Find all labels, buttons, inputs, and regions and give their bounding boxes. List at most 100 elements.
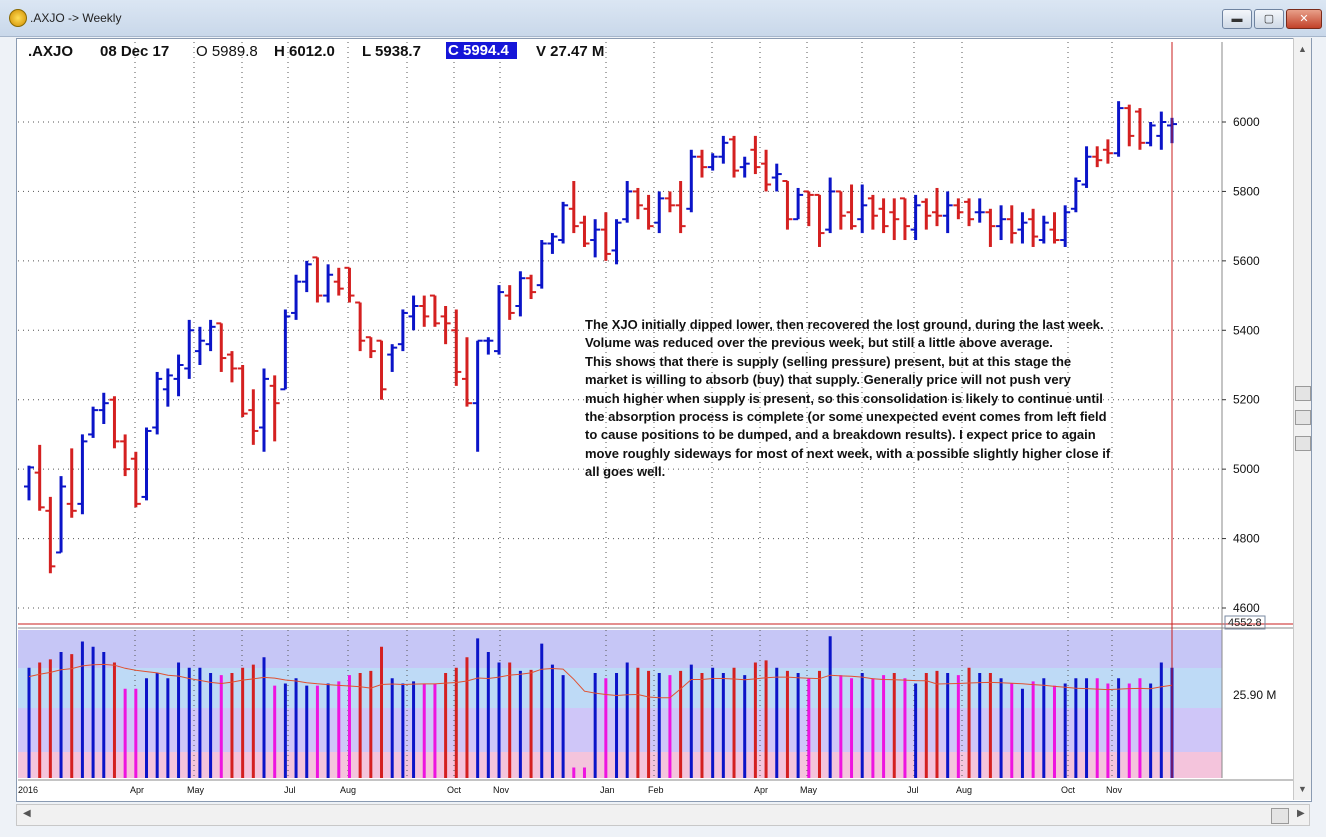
ohlc-bar xyxy=(600,212,611,261)
window-titlebar: .AXJO -> Weekly ▬ ▢ ✕ xyxy=(0,0,1326,37)
ohlc-bar xyxy=(162,368,173,407)
ohlc-bar xyxy=(1102,139,1113,164)
ohlc-bar xyxy=(451,309,462,386)
ohlc-bar xyxy=(280,309,291,391)
ohlc-bar xyxy=(558,201,569,244)
time-axis-label: Jul xyxy=(907,785,919,795)
open-label: O 5989.8 xyxy=(196,43,258,60)
minimize-button[interactable]: ▬ xyxy=(1222,9,1252,29)
time-axis-label: Oct xyxy=(447,785,462,795)
ohlc-bar xyxy=(109,396,120,449)
ohlc-bar xyxy=(899,197,910,241)
price-tick-label: 5600 xyxy=(1233,254,1260,268)
time-axis-label: Oct xyxy=(1061,785,1076,795)
ohlc-bar xyxy=(878,198,889,234)
ohlc-bar xyxy=(814,193,825,247)
ohlc-bar xyxy=(205,319,216,352)
ohlc-bar xyxy=(77,434,88,515)
ohlc-bar xyxy=(1156,111,1167,150)
scroll-thumb[interactable] xyxy=(1295,410,1311,425)
ohlc-bar xyxy=(750,135,761,175)
high-label: H 6012.0 xyxy=(274,43,335,60)
ohlc-bar xyxy=(996,205,1007,241)
price-tick-label: 4800 xyxy=(1233,532,1260,546)
scroll-down-icon[interactable]: ▼ xyxy=(1298,784,1307,794)
ohlc-bar xyxy=(141,427,152,501)
ohlc-bar xyxy=(718,135,729,164)
scroll-up-icon[interactable]: ▲ xyxy=(1298,44,1307,54)
ohlc-bar xyxy=(590,219,601,258)
ohlc-bar xyxy=(1134,108,1145,150)
app-icon xyxy=(9,9,27,27)
horizontal-scroll-thumb[interactable] xyxy=(1271,808,1289,824)
time-axis-label: Jan xyxy=(600,785,615,795)
vertical-scrollbar[interactable]: ▲ ▼ xyxy=(1293,38,1311,800)
annotation-line: market is willing to absorb (buy) that s… xyxy=(585,372,1071,388)
horizontal-scrollbar[interactable]: ◀ ▶ xyxy=(16,804,1310,826)
ohlc-bar xyxy=(846,184,857,230)
ohlc-bar xyxy=(953,198,964,220)
ohlc-bar xyxy=(622,181,633,223)
annotation-line: Volume was reduced over the previous wee… xyxy=(585,335,1053,351)
ohlc-bar xyxy=(419,295,430,327)
ohlc-bar xyxy=(707,153,718,171)
ohlc-bar xyxy=(921,198,932,230)
ohlc-bar xyxy=(942,191,953,234)
ohlc-bar xyxy=(461,337,472,407)
scroll-right-icon[interactable]: ▶ xyxy=(1297,808,1305,819)
ohlc-bar xyxy=(24,465,34,501)
symbol-label: .AXJO xyxy=(28,43,74,60)
volume-average-line xyxy=(28,663,1173,699)
ohlc-bar xyxy=(45,496,56,574)
ohlc-bar xyxy=(1113,101,1124,157)
ohlc-bar xyxy=(483,337,494,355)
ohlc-bar xyxy=(536,240,547,289)
ohlc-bar xyxy=(248,389,259,445)
ohlc-bar xyxy=(579,215,590,247)
ohlc-bar xyxy=(1145,122,1156,147)
window-title: .AXJO -> Weekly xyxy=(30,11,122,25)
ohlc-bar xyxy=(216,322,227,372)
ohlc-bar xyxy=(344,266,355,303)
ohlc-bar xyxy=(643,194,654,230)
maximize-button[interactable]: ▢ xyxy=(1254,9,1284,29)
ohlc-bar xyxy=(771,163,782,192)
ohlc-bar xyxy=(825,177,836,234)
ohlc-bar xyxy=(664,191,675,213)
ohlc-bar xyxy=(568,181,579,234)
annotation-text: The XJO initially dipped lower, then rec… xyxy=(585,316,1110,482)
ohlc-bar xyxy=(397,309,408,352)
ohlc-bar xyxy=(387,344,398,372)
date-label: 08 Dec 17 xyxy=(100,43,170,60)
time-axis-label: Apr xyxy=(130,785,144,795)
ohlc-bar xyxy=(376,339,387,400)
close-button[interactable]: ✕ xyxy=(1286,9,1322,29)
ohlc-bar xyxy=(429,294,440,327)
annotation-line: move roughly sideways for most of next w… xyxy=(585,445,1111,461)
ohlc-bar xyxy=(1049,212,1060,244)
ohlc-bar xyxy=(1038,215,1049,244)
time-axis-label: Apr xyxy=(754,785,768,795)
price-tick-label: 5000 xyxy=(1233,462,1260,476)
scroll-thumb[interactable] xyxy=(1295,436,1311,451)
ohlc-bar xyxy=(173,354,184,397)
annotation-line: to cause positions to be dumped, and a b… xyxy=(585,427,1096,443)
scroll-thumb[interactable] xyxy=(1295,386,1311,401)
time-axis-label: Feb xyxy=(648,785,664,795)
annotation-line: This shows that there is supply (selling… xyxy=(585,353,1072,369)
ohlc-bar xyxy=(974,198,985,223)
ohlc-bar xyxy=(1006,205,1017,244)
ohlc-bar xyxy=(333,267,344,296)
time-axis-label: Jul xyxy=(284,785,296,795)
ohlc-bar xyxy=(675,181,686,234)
scroll-left-icon[interactable]: ◀ xyxy=(23,808,31,819)
ohlc-bar xyxy=(1070,177,1081,213)
ohlc-bar xyxy=(1092,146,1103,168)
ohlc-bar xyxy=(152,371,163,435)
ohlc-bar xyxy=(889,198,900,241)
ohlc-bar xyxy=(355,301,366,352)
ohlc-bar xyxy=(504,285,515,320)
ohlc-bar xyxy=(696,149,707,178)
ohlc-bar xyxy=(226,351,237,383)
